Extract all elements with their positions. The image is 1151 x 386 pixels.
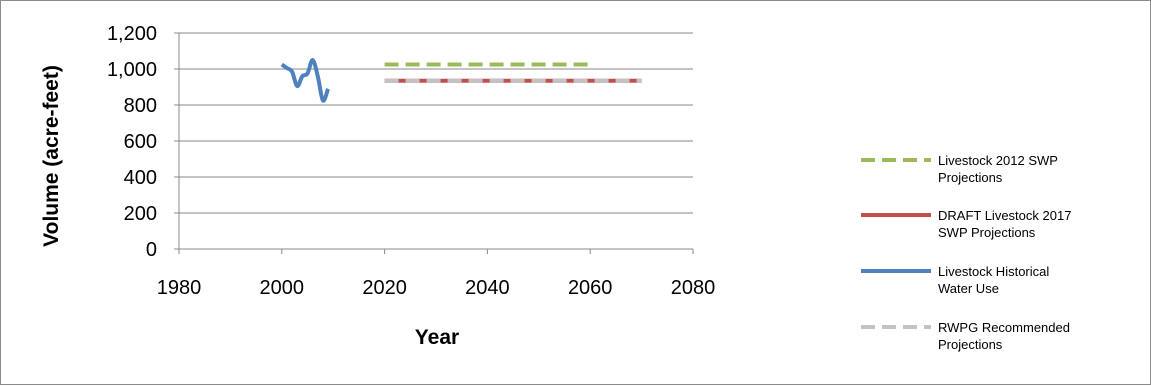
series-lines [280, 57, 642, 103]
y-tick-label: 1,000 [107, 59, 157, 81]
y-tick-label: 800 [124, 95, 157, 117]
x-tick-label: 2080 [671, 277, 716, 299]
x-tick-label: 2040 [465, 277, 510, 299]
legend-label: Livestock 2012 SWP Projections [938, 153, 1058, 185]
legend-label: DRAFT Livestock 2017 SWP Projections [938, 208, 1071, 240]
x-tick-label: 2060 [568, 277, 613, 299]
legend-label: Livestock Historical Water Use [938, 264, 1049, 296]
y-axis-title: Volume (acre-feet) [40, 65, 63, 247]
y-tick-label: 200 [124, 203, 157, 225]
gridlines [179, 32, 693, 214]
y-tick-label: 0 [146, 239, 157, 261]
x-tick-label: 2020 [362, 277, 407, 299]
x-tick-label: 1980 [157, 277, 202, 299]
y-tick-label: 400 [124, 167, 157, 189]
y-tick-label: 600 [124, 131, 157, 153]
x-axis-title: Year [415, 326, 459, 349]
y-tick-label: 1,200 [107, 23, 157, 45]
series-line [280, 57, 330, 103]
legend: Livestock 2012 SWP Projections DRAFT Lives… [861, 153, 1071, 352]
x-tick-label: 2000 [260, 277, 305, 299]
legend-label: RWPG Recommended Projections [938, 320, 1070, 352]
axes: 0 200 400 600 800 1,000 1,200 1980 2000 2020 2040 2… [107, 23, 715, 299]
